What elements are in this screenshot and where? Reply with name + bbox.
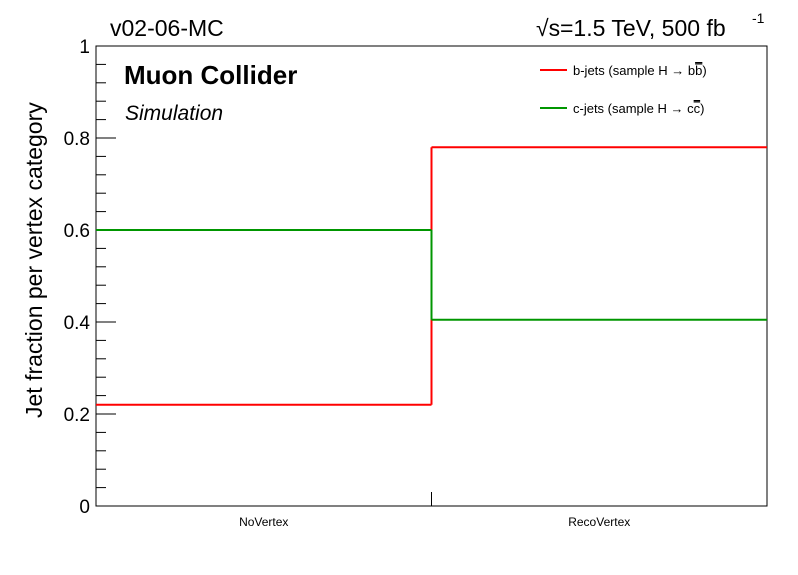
y-tick-label: 0.2 [64,405,90,426]
sqrt-s-symbol: √s [536,15,560,41]
y-tick-label: 0.4 [64,313,91,334]
legend-entry: c-jets (sample H → cc) [540,101,704,116]
experiment-label: Muon Collider [124,60,297,90]
legend: b-jets (sample H → bb) c-jets (sample H →… [540,63,707,116]
energy-label: =1.5 TeV, 500 fb [560,15,726,41]
y-axis-title: Jet fraction per vertex category [21,102,47,418]
status-label: Simulation [125,102,223,125]
chart-title: v02-06-MC [110,15,224,41]
series-layer [96,146,767,406]
y-tick-label: 0 [79,497,90,518]
y-tick-label: 0.6 [64,221,90,242]
legend-label: b-jets (sample H → bb) [573,63,707,78]
series-1 [96,229,767,321]
legend-label: c-jets (sample H → cc) [573,101,704,116]
lumi-exponent: -1 [752,10,765,26]
y-axis: 0 0.2 0.4 0.6 0.8 1 [64,37,116,518]
legend-entry: b-jets (sample H → bb) [540,63,707,78]
energy-lumi-label: √s =1.5 TeV, 500 fb -1 [536,10,765,41]
x-tick-label: NoVertex [239,515,288,529]
y-tick-label: 1 [79,37,90,58]
x-tick-label: RecoVertex [568,515,630,529]
x-axis: NoVertex RecoVertex [239,492,630,529]
y-tick-label: 0.8 [64,129,90,150]
